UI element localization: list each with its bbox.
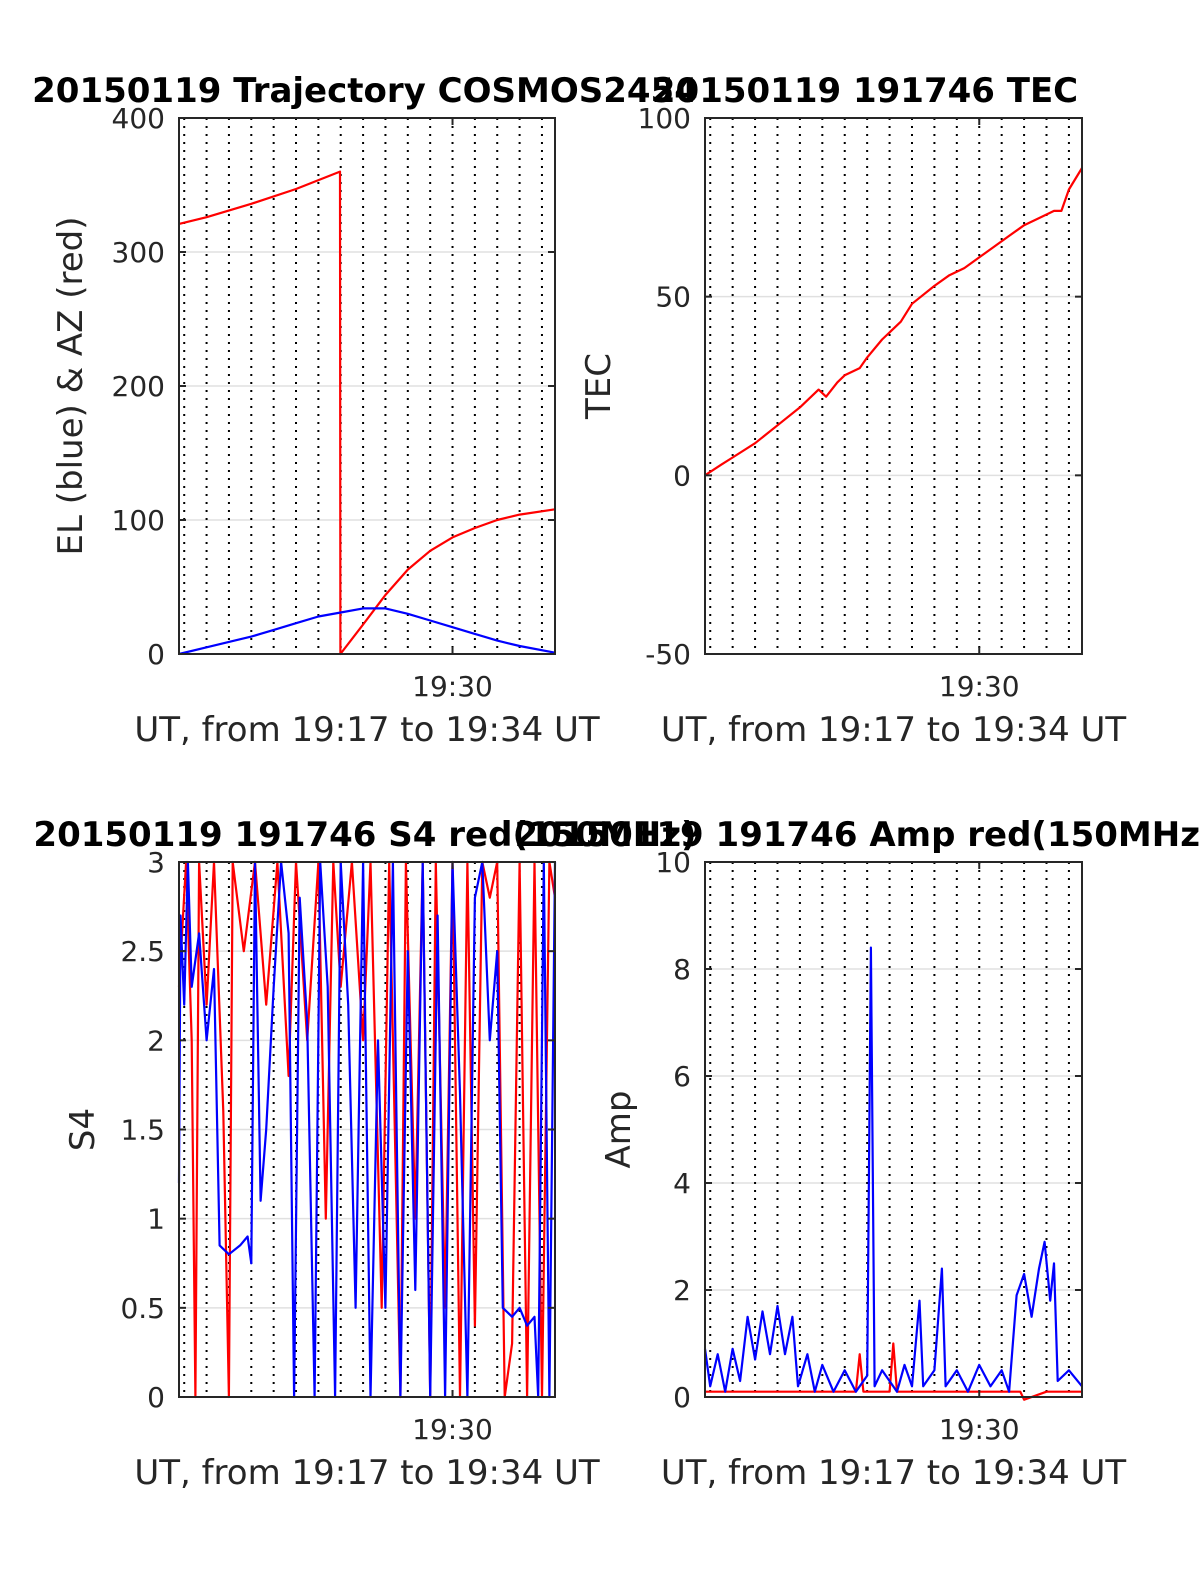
s4-ytick-label: 2.5 (120, 935, 165, 968)
amp-xtick-label: 19:30 (939, 1413, 1020, 1446)
s4-ytick-label: 0.5 (120, 1292, 165, 1325)
amp-plot-area (705, 862, 1082, 1397)
tec-ytick-label: 50 (655, 281, 691, 314)
amp-ytick-label: 10 (655, 846, 691, 879)
trajectory-y-axis-label: EL (blue) & AZ (red) (51, 216, 91, 555)
trajectory-series-blue-line (178, 607, 556, 656)
s4-ytick-label: 1.5 (120, 1114, 165, 1147)
tec-xtick-label: 19:30 (939, 670, 1020, 703)
tec-panel: -50 0 50 100 19:30 UT, from 19:17 to 19:34 UT… (579, 71, 1126, 750)
amp-ytick-label: 6 (673, 1060, 691, 1093)
amp-ytick-label: 0 (673, 1381, 691, 1414)
trajectory-ytick-label: 0 (147, 638, 165, 671)
tec-plot-area (705, 118, 1082, 654)
amp-series-red-line (705, 1342, 1082, 1401)
amp-ytick-label: 4 (673, 1167, 691, 1200)
s4-y-axis-label: S4 (63, 1108, 103, 1151)
trajectory-ytick-label: 300 (112, 236, 165, 269)
trajectory-title: 20150119 Trajectory COSMOS2454 (32, 71, 698, 111)
trajectory-ytick-label: 100 (112, 504, 165, 537)
s4-ytick-label: 1 (147, 1203, 165, 1236)
s4-ytick-label: 2 (147, 1024, 165, 1057)
s4-ytick-label: 3 (147, 846, 165, 879)
amp-ytick-label: 8 (673, 953, 691, 986)
trajectory-ytick-label: 200 (112, 370, 165, 403)
amp-series-blue-line (703, 946, 1083, 1393)
s4-ytick-label: 0 (147, 1381, 165, 1414)
trajectory-x-axis-label: UT, from 19:17 to 19:34 UT (134, 710, 600, 750)
s4-panel: 0 0.5 1 1.5 2 2.5 3 19:30 UT, from 19:17 to 19:3… (33, 815, 696, 1493)
amp-ytick-label: 2 (673, 1274, 691, 1307)
s4-series-blue-line (177, 860, 557, 1399)
tec-series-red-line (704, 167, 1083, 477)
tec-ytick-label: 100 (638, 102, 691, 135)
tec-ytick-label: 0 (673, 459, 691, 492)
trajectory-panel: 0 100 200 300 400 19:30 UT, from 19:17 to 19:3… (32, 71, 698, 750)
trajectory-xtick-label: 19:30 (412, 670, 493, 703)
amp-axes-box (704, 861, 1083, 1398)
tec-ytick-label: -50 (645, 638, 691, 671)
tec-axes-box (704, 117, 1083, 655)
amp-panel: 0 2 4 6 8 10 19:30 UT, from 19:17 to 19:34 UT Am… (514, 815, 1200, 1493)
trajectory-ytick-label: 400 (112, 102, 165, 135)
s4-x-axis-label: UT, from 19:17 to 19:34 UT (134, 1453, 600, 1493)
s4-title: 20150119 191746 S4 red(150MHz) (33, 815, 696, 855)
amp-y-axis-label: Amp (599, 1091, 639, 1169)
trajectory-series-red-line (178, 170, 556, 656)
tec-x-axis-label: UT, from 19:17 to 19:34 UT (661, 710, 1127, 750)
tec-y-axis-label: TEC (579, 353, 619, 420)
tec-title: 20150119 191746 TEC (652, 71, 1078, 111)
amp-title: 20150119 191746 Amp red(150MHz) (514, 815, 1200, 855)
s4-xtick-label: 19:30 (412, 1413, 493, 1446)
amp-x-axis-label: UT, from 19:17 to 19:34 UT (661, 1453, 1127, 1493)
